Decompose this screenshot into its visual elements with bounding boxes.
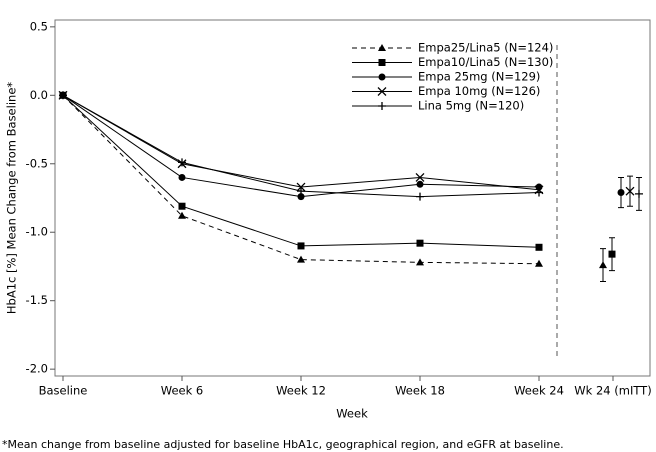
legend-label: Empa 10mg (N=126) bbox=[418, 84, 540, 98]
marker bbox=[415, 173, 425, 182]
marker bbox=[178, 211, 186, 219]
marker bbox=[297, 193, 305, 201]
marker bbox=[635, 189, 643, 198]
marker bbox=[416, 180, 424, 188]
x-tick-label: Week 18 bbox=[395, 384, 445, 398]
marker bbox=[535, 259, 543, 267]
marker bbox=[416, 192, 424, 201]
x-tick-label: Week 6 bbox=[161, 384, 203, 398]
marker bbox=[378, 44, 386, 51]
marker bbox=[416, 239, 424, 247]
marker bbox=[178, 202, 186, 210]
marker bbox=[535, 243, 543, 251]
marker bbox=[297, 255, 305, 263]
x-tick-label: Week 12 bbox=[276, 384, 326, 398]
marker bbox=[59, 91, 67, 100]
marker bbox=[416, 258, 424, 266]
marker bbox=[297, 242, 305, 250]
y-tick-label: 0.0 bbox=[30, 88, 48, 102]
legend-label: Empa10/Lina5 (N=130) bbox=[418, 55, 553, 69]
series-line bbox=[62, 94, 540, 265]
legend-label: Empa 25mg (N=129) bbox=[418, 70, 540, 84]
marker bbox=[599, 261, 607, 269]
marker bbox=[178, 158, 186, 167]
x-tick-label: Baseline bbox=[39, 384, 88, 398]
footnote: *Mean change from baseline adjusted for … bbox=[2, 438, 564, 451]
marker bbox=[377, 87, 387, 96]
marker bbox=[297, 187, 305, 196]
marker bbox=[617, 189, 625, 197]
marker bbox=[535, 188, 543, 197]
plot-frame bbox=[54, 19, 651, 377]
y-tick-label: -1.0 bbox=[26, 225, 48, 239]
y-tick-label: -2.0 bbox=[26, 362, 48, 376]
marker bbox=[296, 182, 306, 192]
y-tick-label: -1.5 bbox=[26, 293, 48, 307]
marker bbox=[378, 59, 386, 66]
x-axis-label: Week bbox=[336, 407, 368, 421]
series-line bbox=[62, 94, 540, 248]
y-tick-label: -0.5 bbox=[26, 156, 48, 170]
marker bbox=[178, 173, 186, 181]
y-axis-label: HbA1c [%] Mean Change from Baseline* bbox=[5, 82, 19, 315]
marker bbox=[608, 250, 616, 258]
marker bbox=[625, 186, 635, 196]
marker bbox=[378, 73, 386, 81]
marker bbox=[378, 102, 386, 110]
legend-label: Lina 5mg (N=120) bbox=[418, 99, 524, 113]
y-tick-label: 0.5 bbox=[30, 19, 48, 33]
legend-label: Empa25/Lina5 (N=124) bbox=[418, 41, 553, 55]
x-tick-label: Wk 24 (mITT) bbox=[574, 384, 651, 398]
x-tick-label: Week 24 bbox=[514, 384, 564, 398]
